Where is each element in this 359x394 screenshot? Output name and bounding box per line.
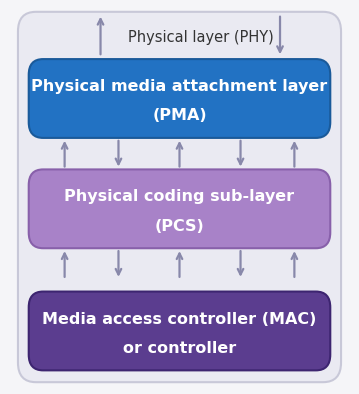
Text: (PCS): (PCS) xyxy=(155,219,204,234)
FancyBboxPatch shape xyxy=(29,59,330,138)
Text: (PMA): (PMA) xyxy=(152,108,207,123)
FancyBboxPatch shape xyxy=(29,169,330,248)
FancyBboxPatch shape xyxy=(29,292,330,370)
Text: Physical media attachment layer: Physical media attachment layer xyxy=(31,79,328,94)
Text: Physical layer (PHY): Physical layer (PHY) xyxy=(128,30,274,45)
Text: or controller: or controller xyxy=(123,341,236,356)
Text: Physical coding sub-layer: Physical coding sub-layer xyxy=(64,190,295,204)
FancyBboxPatch shape xyxy=(18,12,341,382)
Text: Media access controller (MAC): Media access controller (MAC) xyxy=(42,312,317,327)
